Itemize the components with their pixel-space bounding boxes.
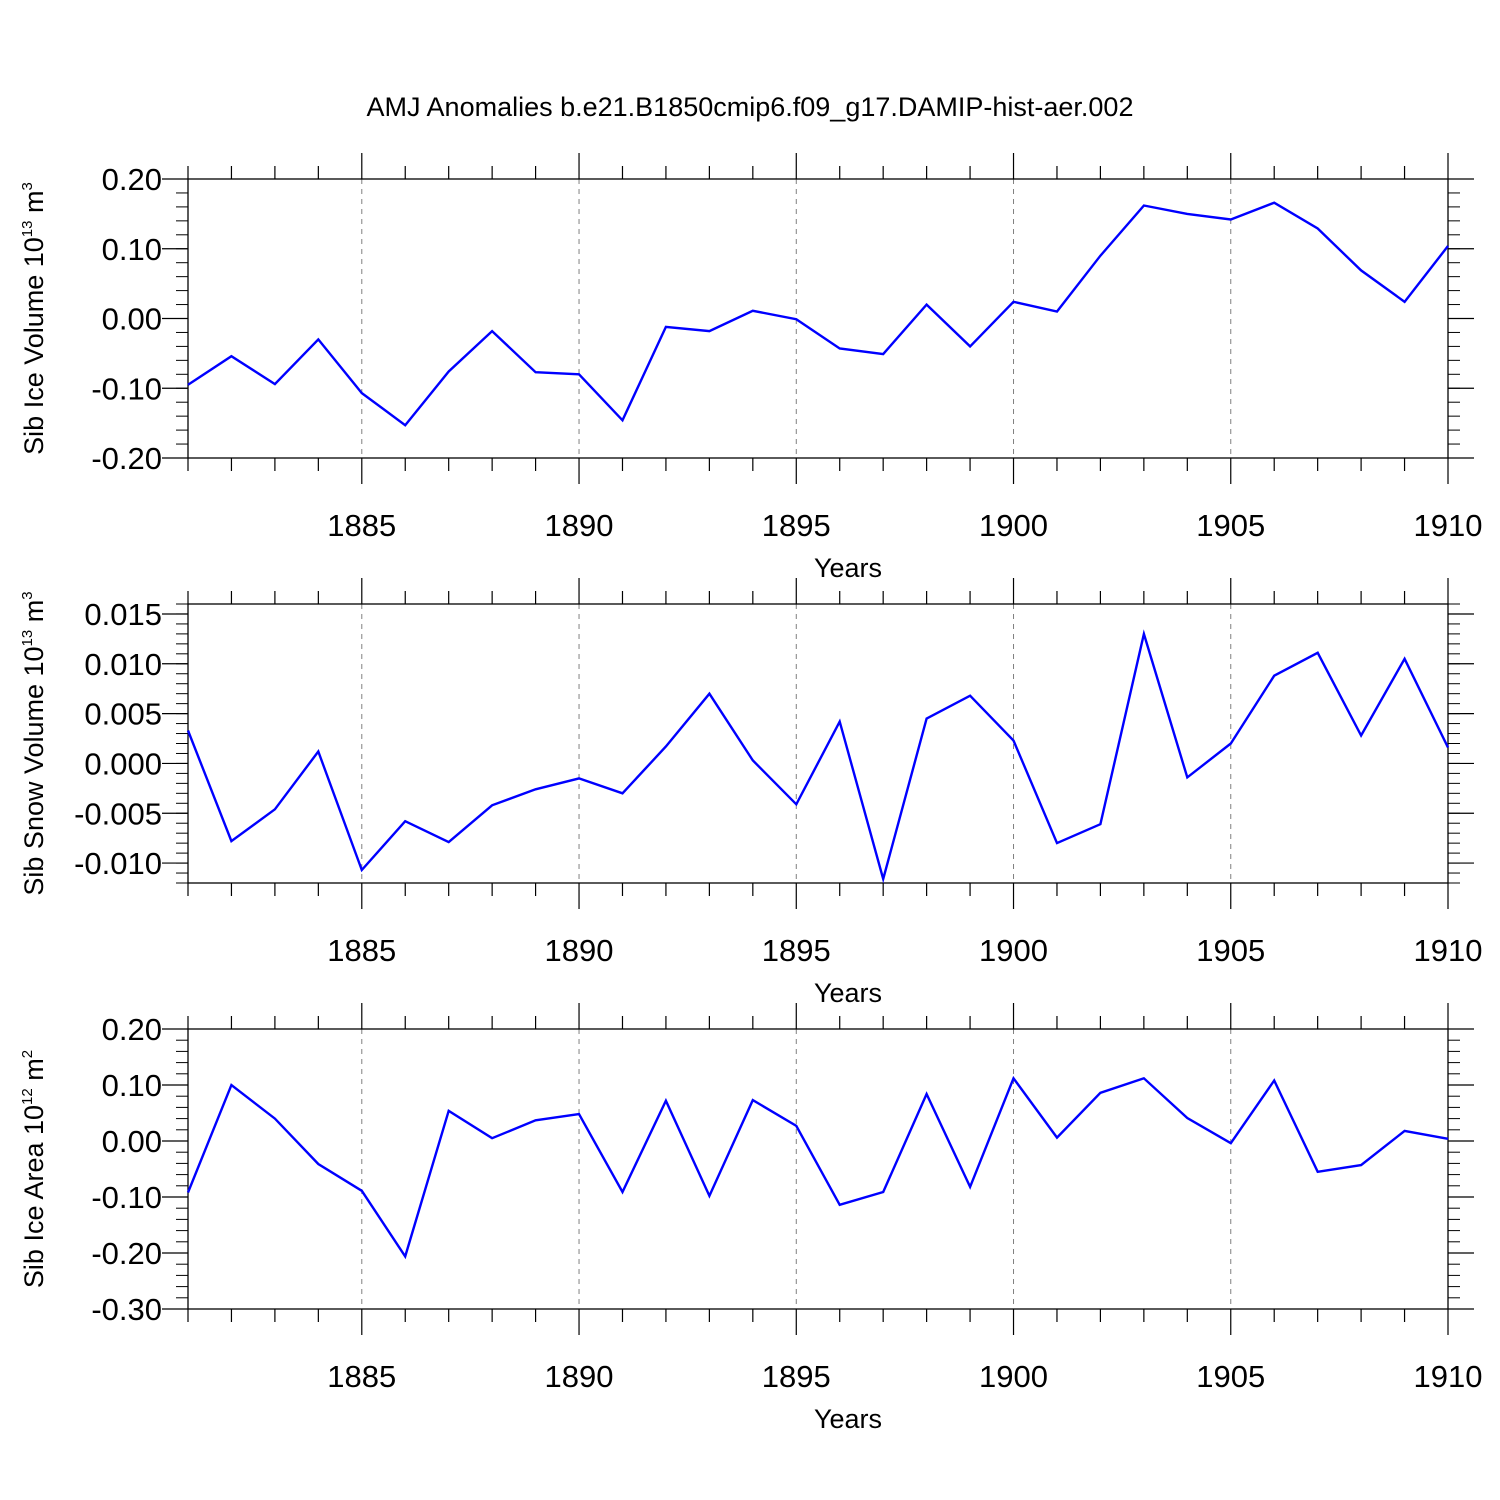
y-tick-label: -0.10 (91, 371, 162, 406)
series-line (187, 201, 1449, 427)
y-axis-title-exponent: 13 (19, 630, 36, 647)
chart-title: AMJ Anomalies b.e21.B1850cmip6.f09_g17.D… (367, 92, 1134, 122)
x-tick-label: 1890 (545, 508, 614, 543)
series-line (186, 629, 1450, 884)
y-tick-label: 0.00 (102, 302, 162, 337)
x-tick-label: 1885 (327, 933, 396, 968)
y-tick-label: -0.010 (74, 846, 162, 881)
x-tick-label: 1905 (1196, 1359, 1265, 1394)
y-tick-label: 0.20 (102, 162, 162, 197)
y-axis-title: Sib Snow Volume 1013 m3 (19, 591, 49, 895)
x-tick-label: 1885 (327, 1359, 396, 1394)
y-axis-title-unit: m (19, 600, 49, 630)
panel-2: -0.010 -0.005 0.000 0.005 0.010 0.015 1885 1890… (19, 578, 1482, 1008)
y-tick-label: 0.00 (102, 1124, 162, 1159)
plot-frame (187, 603, 1449, 884)
panel-1: -0.20 -0.10 0.00 0.10 0.20 1885 1890 1895 1900 19… (19, 153, 1482, 583)
x-axis-title: Years (814, 553, 882, 583)
y-tick-label: 0.010 (84, 647, 162, 682)
y-axis-title-unit-exponent: 3 (19, 182, 36, 190)
y-axis-title-base: Sib Snow Volume 10 (19, 646, 49, 895)
y-axis-title-unit-exponent: 2 (19, 1050, 36, 1058)
x-tick-label: 1900 (979, 1359, 1048, 1394)
y-axis-title-exponent: 13 (19, 221, 36, 238)
panel-3: -0.30 -0.20 -0.10 0.00 0.10 0.20 1885 1890 1895 1… (19, 1003, 1482, 1434)
plot-frame (187, 178, 1449, 459)
x-axis-title: Years (814, 978, 882, 1008)
x-tick-label: 1905 (1196, 508, 1265, 543)
y-tick-label: 0.005 (84, 697, 162, 732)
y-axis-title: Sib Ice Volume 1013 m3 (19, 182, 49, 455)
y-axis-title-base: Sib Ice Volume 10 (19, 237, 49, 455)
y-axis-title: Sib Ice Area 1012 m2 (19, 1050, 49, 1288)
y-tick-label: 0.20 (102, 1012, 162, 1047)
y-tick-label: -0.20 (91, 441, 162, 476)
y-axis-title-unit-exponent: 3 (19, 591, 36, 599)
x-tick-label: 1910 (1414, 933, 1483, 968)
plot-frame (187, 1028, 1449, 1310)
y-axis-title-unit: m (19, 191, 49, 221)
x-tick-label: 1885 (327, 508, 396, 543)
y-tick-label: 0.015 (84, 597, 162, 632)
y-tick-label: -0.10 (91, 1180, 162, 1215)
x-tick-label: 1895 (762, 1359, 831, 1394)
x-tick-label: 1890 (545, 1359, 614, 1394)
x-tick-label: 1900 (979, 933, 1048, 968)
y-tick-label: -0.30 (91, 1292, 162, 1327)
x-tick-label: 1895 (762, 933, 831, 968)
y-tick-label: -0.20 (91, 1236, 162, 1271)
x-tick-label: 1890 (545, 933, 614, 968)
x-tick-label: 1910 (1414, 1359, 1483, 1394)
y-axis-title-unit: m (19, 1058, 49, 1088)
y-axis-title-base: Sib Ice Area 10 (19, 1105, 49, 1288)
series-line (186, 1075, 1449, 1260)
y-tick-label: -0.005 (74, 796, 162, 831)
x-tick-label: 1900 (979, 508, 1048, 543)
x-tick-label: 1910 (1414, 508, 1483, 543)
y-axis-title-exponent: 12 (19, 1088, 36, 1105)
x-tick-label: 1895 (762, 508, 831, 543)
x-axis-title: Years (814, 1404, 882, 1434)
y-tick-label: 0.10 (102, 1068, 162, 1103)
y-tick-label: 0.000 (84, 746, 162, 781)
x-tick-label: 1905 (1196, 933, 1265, 968)
y-tick-label: 0.10 (102, 232, 162, 267)
